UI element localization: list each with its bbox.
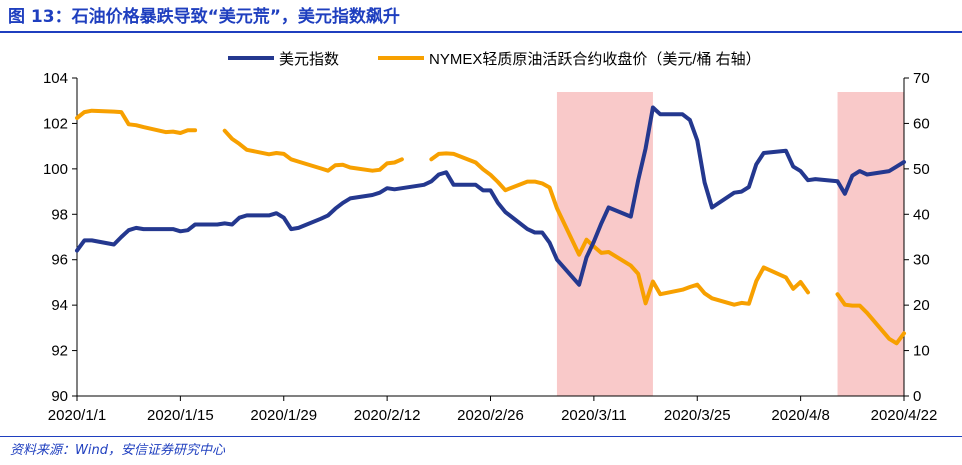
oil-price-line-segment-1 xyxy=(75,108,198,135)
oil-price-line-segment-4 xyxy=(835,292,906,346)
right-tick-label: 30 xyxy=(913,252,930,269)
right-tick-label: 50 xyxy=(913,161,930,178)
x-tick-label: 2020/3/11 xyxy=(561,407,627,424)
x-tick-label: 2020/1/1 xyxy=(48,407,106,424)
shaded-range-1 xyxy=(556,92,653,396)
x-axis: 2020/1/1 2020/1/15 2020/1/29 2020/2/12 2020/… xyxy=(48,395,938,424)
left-tick-label: 94 xyxy=(51,297,68,314)
right-tick-label: 70 xyxy=(913,70,930,87)
shaded-ranges xyxy=(556,92,904,396)
right-axis: 0 10 20 30 40 50 60 70 xyxy=(903,70,930,405)
left-tick-label: 102 xyxy=(43,115,68,132)
right-tick-label: 10 xyxy=(913,343,930,360)
legend-label-usd: 美元指数 xyxy=(279,51,339,68)
right-tick-label: 20 xyxy=(913,297,930,314)
shaded-range-2 xyxy=(837,92,904,396)
x-tick-label: 2020/4/8 xyxy=(771,407,829,424)
usd-index-line xyxy=(75,105,906,287)
oil-price-line-segment-2 xyxy=(222,128,404,173)
series-lines xyxy=(75,105,906,346)
right-tick-label: 0 xyxy=(913,388,921,405)
source-note: 资料来源：Wind，安信证券研究中心 xyxy=(10,443,225,458)
left-tick-label: 104 xyxy=(43,70,68,87)
oil-price-line-segment-3 xyxy=(429,151,810,307)
left-tick-label: 98 xyxy=(51,206,68,223)
right-tick-label: 40 xyxy=(913,206,930,223)
left-tick-label: 100 xyxy=(43,161,68,178)
x-tick-label: 2020/1/29 xyxy=(250,407,317,424)
left-axis: 90 92 94 96 98 100 102 104 xyxy=(43,70,78,405)
x-tick-label: 2020/3/25 xyxy=(664,407,731,424)
x-tick-label: 2020/2/26 xyxy=(457,407,524,424)
left-tick-label: 96 xyxy=(51,252,68,269)
left-tick-label: 92 xyxy=(51,343,68,360)
title-rule xyxy=(0,31,962,33)
figure-title: 图 13：石油价格暴跌导致“美元荒”，美元指数飙升 xyxy=(8,7,400,27)
chart: 90 92 94 96 98 100 102 104 0 10 20 30 40 50 60 70 2020… xyxy=(43,50,938,424)
right-tick-label: 60 xyxy=(913,115,930,132)
legend: 美元指数 NYMEX轻质原油活跃合约收盘价（美元/桶 右轴） xyxy=(228,50,761,68)
footer-rule xyxy=(0,436,962,437)
legend-label-oil: NYMEX轻质原油活跃合约收盘价（美元/桶 右轴） xyxy=(429,50,761,68)
left-tick-label: 90 xyxy=(51,388,68,405)
x-tick-label: 2020/1/15 xyxy=(147,407,214,424)
x-tick-label: 2020/4/22 xyxy=(871,407,938,424)
x-tick-label: 2020/2/12 xyxy=(354,407,421,424)
